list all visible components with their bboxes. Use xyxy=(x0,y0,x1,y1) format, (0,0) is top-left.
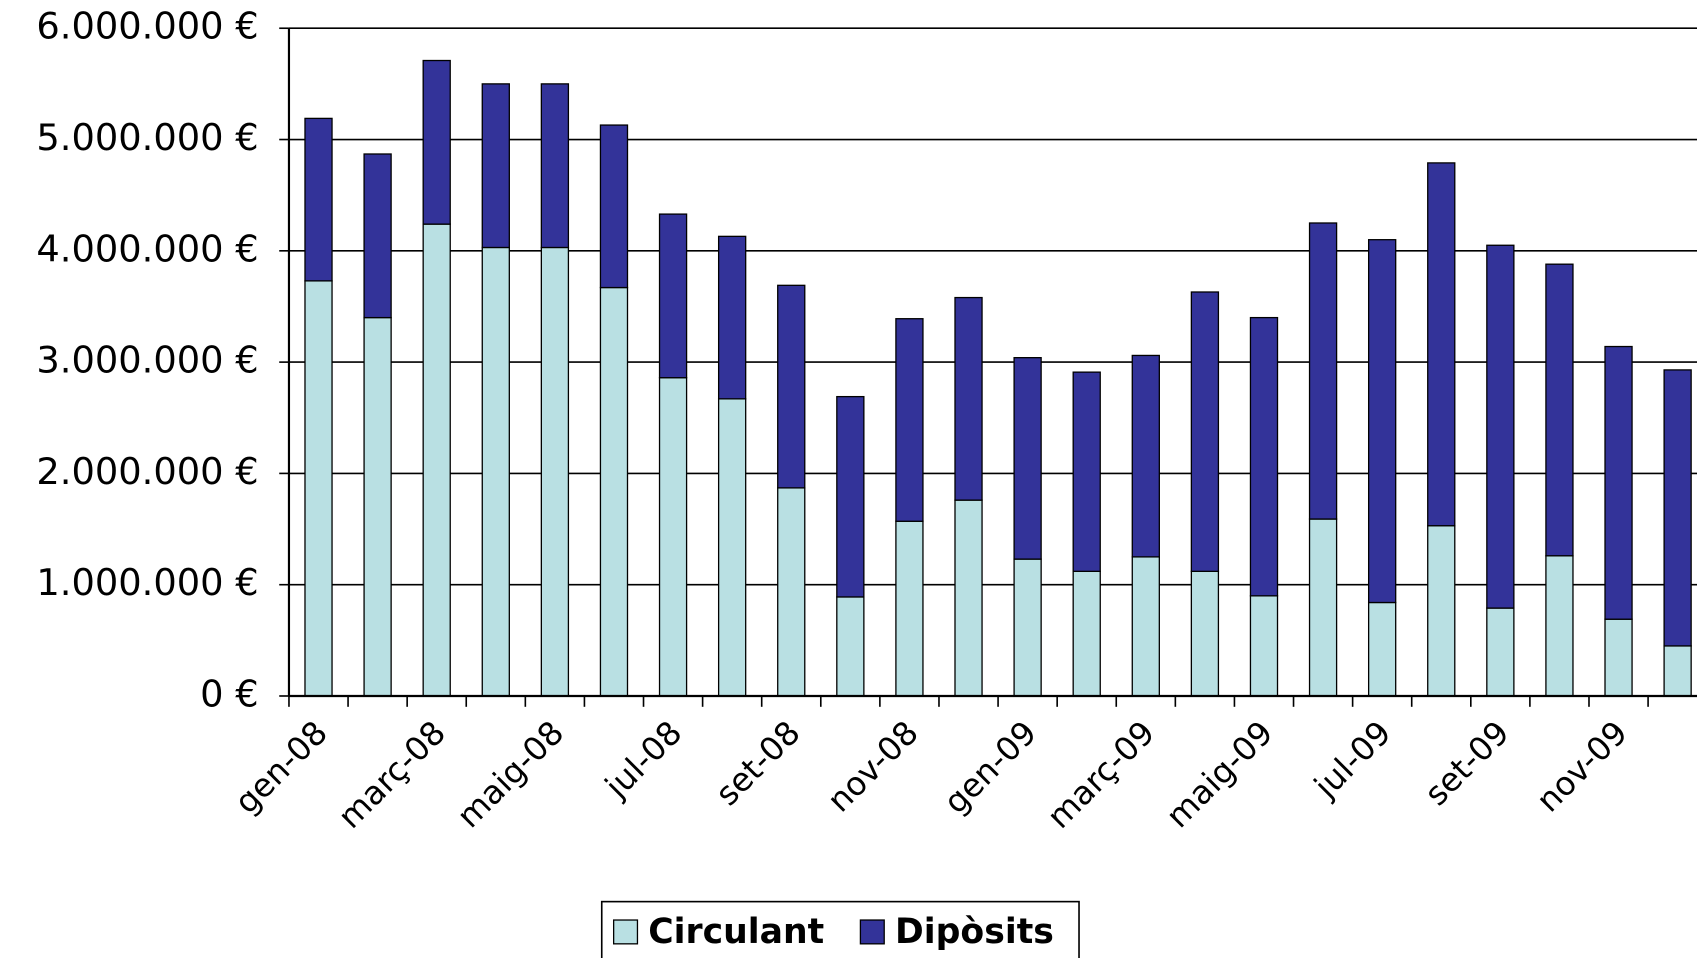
bar-segment xyxy=(1013,357,1042,560)
bar-segment xyxy=(895,520,924,697)
bar-segment xyxy=(1308,518,1338,697)
bar-segment xyxy=(1663,369,1692,647)
bar-segment xyxy=(1545,263,1574,557)
bar-segment xyxy=(422,59,451,225)
bar-segment xyxy=(1072,570,1101,697)
y-tick-label: 0 € xyxy=(200,672,259,715)
bar-segment xyxy=(1131,556,1160,697)
bar-segment xyxy=(540,246,570,697)
bar-segment xyxy=(363,316,392,697)
legend: Circulant Dipòsits xyxy=(600,900,1080,958)
legend-swatch xyxy=(612,919,639,945)
bar-segment xyxy=(1604,618,1633,697)
bar-segment xyxy=(1604,345,1633,620)
bar-segment xyxy=(895,318,924,522)
bar-segment xyxy=(1427,525,1456,697)
bar-segment xyxy=(481,83,510,249)
y-tick-label: 3.000.000 € xyxy=(36,339,258,382)
bar-segment xyxy=(954,499,983,697)
bar-segment xyxy=(836,596,865,697)
bar-segment xyxy=(599,286,629,697)
bar-segment xyxy=(777,487,806,697)
bar-segment xyxy=(422,223,451,697)
bar-segment xyxy=(1131,354,1160,558)
bar-segment xyxy=(304,280,333,697)
legend-label: Dipòsits xyxy=(895,912,1054,952)
bar-segment xyxy=(1249,595,1279,697)
bar-segment xyxy=(717,235,747,400)
bar-segment xyxy=(658,377,688,697)
y-tick-label: 5.000.000 € xyxy=(36,116,258,159)
bar-segment xyxy=(1663,645,1692,697)
y-tick-label: 2.000.000 € xyxy=(36,450,258,493)
legend-box xyxy=(600,900,1080,958)
bar-segment xyxy=(1190,291,1220,572)
bar-segment xyxy=(1190,570,1220,697)
bar-segment xyxy=(1072,371,1101,572)
y-tick-label: 1.000.000 € xyxy=(36,561,258,604)
bar-segment xyxy=(1249,316,1279,597)
legend-swatch xyxy=(859,919,885,945)
bar-segment xyxy=(1308,222,1338,520)
bar-segment xyxy=(836,395,865,598)
bar-segment xyxy=(1367,239,1397,604)
bar-segment xyxy=(1427,162,1456,527)
bar-segment xyxy=(1545,555,1574,697)
bar-segment xyxy=(1367,601,1397,697)
bar-segment xyxy=(777,284,806,489)
bar-segment xyxy=(1486,607,1515,697)
bar-segment xyxy=(363,153,392,319)
bar-segment xyxy=(540,83,570,249)
y-tick-label: 4.000.000 € xyxy=(36,227,258,270)
bar-segment xyxy=(481,246,510,697)
bar-segment xyxy=(658,213,688,379)
bar-segment xyxy=(717,398,747,697)
y-tick-label: 6.000.000 € xyxy=(36,5,258,48)
bar-segment xyxy=(1013,558,1042,697)
legend-label: Circulant xyxy=(648,912,824,952)
bar-segment xyxy=(954,296,983,501)
bar-segment xyxy=(1486,244,1515,609)
bar-segment xyxy=(599,124,629,289)
bar-segment xyxy=(304,117,333,282)
